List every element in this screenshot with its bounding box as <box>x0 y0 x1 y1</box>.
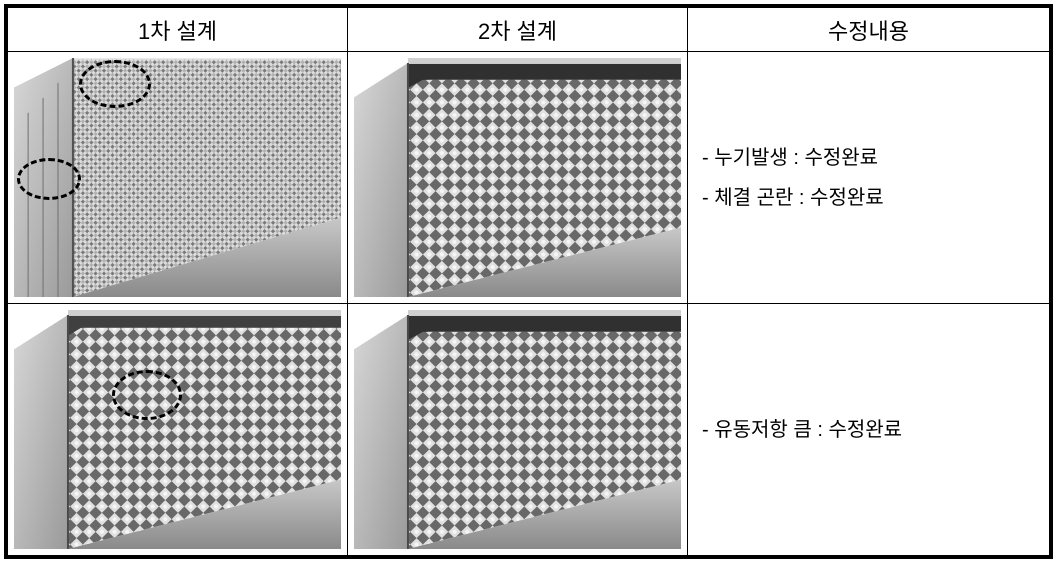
note-item: - 체결 곤란 : 수정완료 <box>702 178 1035 218</box>
cell-row1-design1 <box>8 52 348 304</box>
note-item: - 유동저항 큼 : 수정완료 <box>702 410 1035 450</box>
table-row: - 유동저항 큼 : 수정완료 <box>8 304 1050 556</box>
col-header-design1: 1차 설계 <box>8 8 348 52</box>
comparison-table: 1차 설계 2차 설계 수정내용 <box>7 7 1050 556</box>
cell-row1-notes: - 누기발생 : 수정완료 - 체결 곤란 : 수정완료 <box>688 52 1050 304</box>
comparison-table-wrap: 1차 설계 2차 설계 수정내용 <box>4 4 1053 559</box>
render-row2-design1 <box>14 310 341 549</box>
render-row1-design2 <box>354 58 681 297</box>
col-header-design2: 2차 설계 <box>348 8 688 52</box>
render-row2-design2 <box>354 310 681 549</box>
cell-row2-design2 <box>348 304 688 556</box>
annotation-ellipse <box>112 370 182 420</box>
header-row: 1차 설계 2차 설계 수정내용 <box>8 8 1050 52</box>
render-row1-design1 <box>14 58 341 297</box>
cell-row1-design2 <box>348 52 688 304</box>
cell-row2-notes: - 유동저항 큼 : 수정완료 <box>688 304 1050 556</box>
table-row: - 누기발생 : 수정완료 - 체결 곤란 : 수정완료 <box>8 52 1050 304</box>
col-header-notes: 수정내용 <box>688 8 1050 52</box>
note-item: - 누기발생 : 수정완료 <box>702 138 1035 178</box>
cell-row2-design1 <box>8 304 348 556</box>
